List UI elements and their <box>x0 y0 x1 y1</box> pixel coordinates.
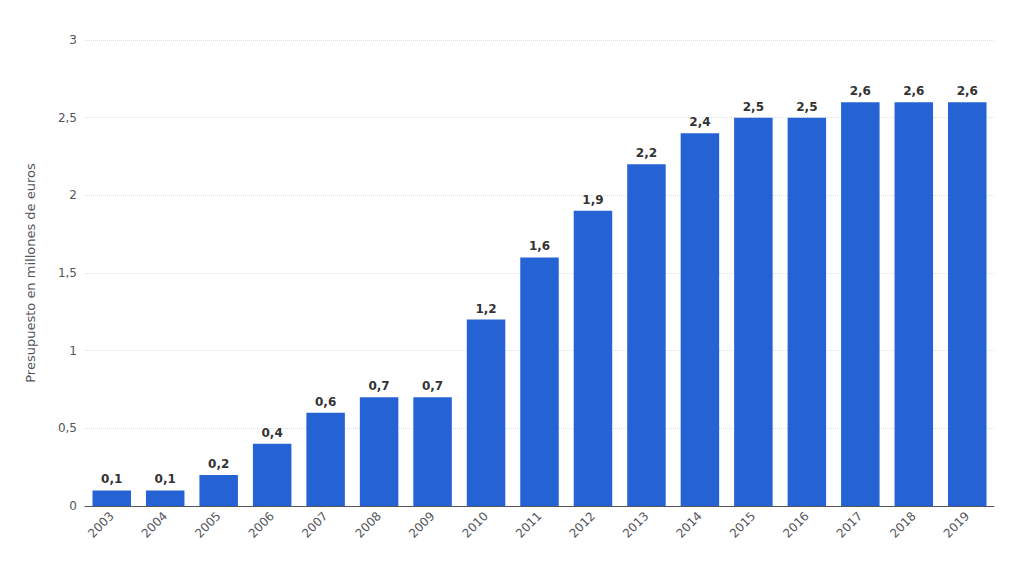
svg-text:0,7: 0,7 <box>368 379 389 393</box>
svg-text:2018: 2018 <box>887 509 918 540</box>
svg-text:2,2: 2,2 <box>636 146 657 160</box>
svg-text:1,2: 1,2 <box>475 302 496 316</box>
svg-text:0,1: 0,1 <box>155 472 176 486</box>
svg-text:2010: 2010 <box>460 509 491 540</box>
svg-text:2: 2 <box>69 188 77 202</box>
svg-text:2014: 2014 <box>673 509 704 540</box>
svg-text:2,5: 2,5 <box>743 100 764 114</box>
svg-text:2011: 2011 <box>513 509 544 540</box>
svg-text:2,4: 2,4 <box>689 115 710 129</box>
svg-text:2006: 2006 <box>246 509 277 540</box>
svg-text:2007: 2007 <box>299 509 330 540</box>
svg-text:2,6: 2,6 <box>903 84 924 98</box>
svg-text:2004: 2004 <box>139 509 170 540</box>
svg-text:0: 0 <box>69 499 77 513</box>
svg-text:2,6: 2,6 <box>850 84 871 98</box>
svg-text:2015: 2015 <box>727 509 758 540</box>
svg-text:0,2: 0,2 <box>208 457 229 471</box>
svg-text:2008: 2008 <box>353 509 384 540</box>
svg-text:0,6: 0,6 <box>315 395 336 409</box>
svg-text:2017: 2017 <box>834 509 865 540</box>
svg-text:2019: 2019 <box>941 509 972 540</box>
svg-text:0,1: 0,1 <box>101 472 122 486</box>
svg-text:0,7: 0,7 <box>422 379 443 393</box>
svg-text:2012: 2012 <box>566 509 597 540</box>
svg-text:2,6: 2,6 <box>957 84 978 98</box>
svg-text:1: 1 <box>69 344 77 358</box>
svg-text:1,9: 1,9 <box>582 193 603 207</box>
svg-text:2,5: 2,5 <box>796 100 817 114</box>
svg-text:2013: 2013 <box>620 509 651 540</box>
svg-text:1,6: 1,6 <box>529 239 550 253</box>
svg-text:1,5: 1,5 <box>58 266 77 280</box>
svg-text:2016: 2016 <box>780 509 811 540</box>
svg-text:3: 3 <box>69 33 77 47</box>
svg-text:0,4: 0,4 <box>262 426 283 440</box>
svg-text:2,5: 2,5 <box>58 111 77 125</box>
svg-text:2009: 2009 <box>406 509 437 540</box>
svg-text:2005: 2005 <box>192 509 223 540</box>
svg-text:0,5: 0,5 <box>58 421 77 435</box>
svg-text:2003: 2003 <box>85 509 116 540</box>
svg-text:Presupuesto en millones de eur: Presupuesto en millones de euros <box>23 163 38 383</box>
